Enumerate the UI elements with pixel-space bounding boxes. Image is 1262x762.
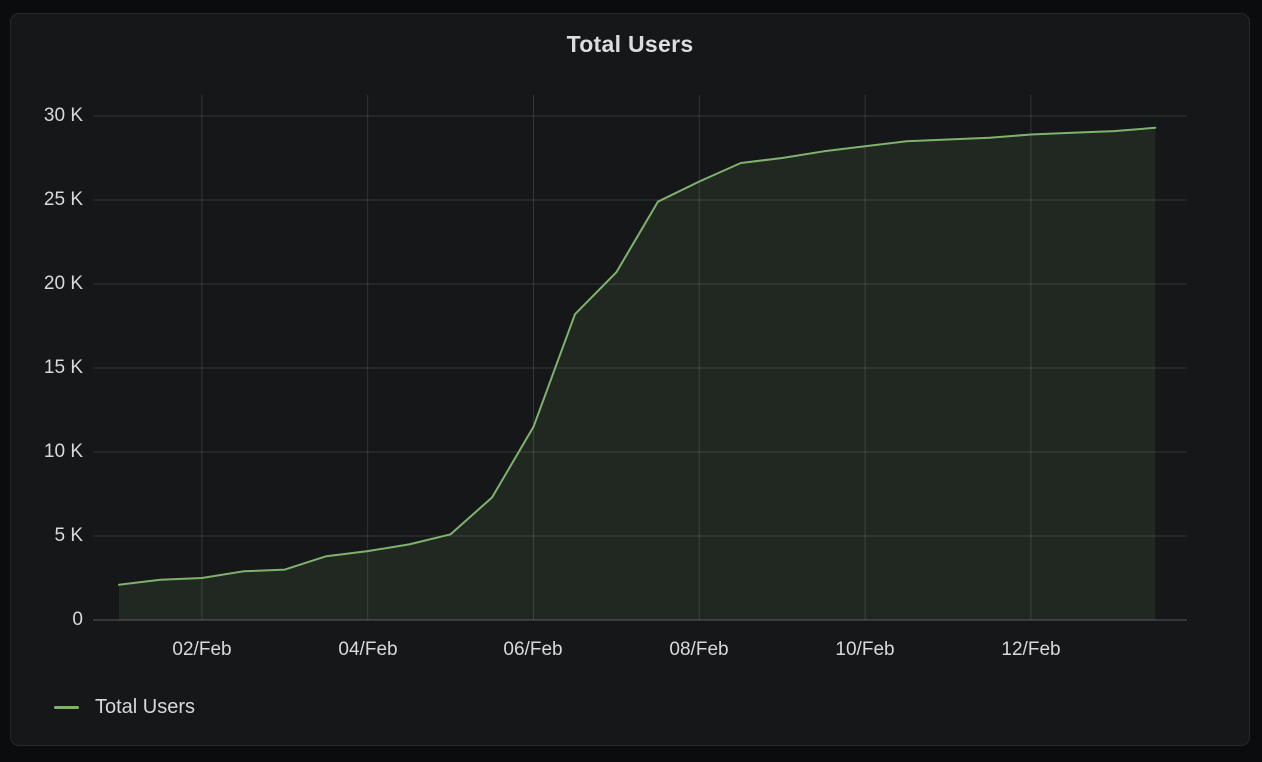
y-axis-label: 25 K (43, 189, 83, 210)
x-axis-label: 02/Feb (172, 639, 232, 660)
x-axis-label: 10/Feb (835, 639, 895, 660)
y-axis-label: 15 K (43, 357, 83, 378)
y-axis-label: 5 K (54, 525, 83, 546)
legend-label: Total Users (95, 696, 196, 718)
legend: Total Users (54, 694, 195, 721)
x-axis-label: 06/Feb (503, 639, 563, 660)
y-axis-label: 20 K (43, 273, 83, 294)
panel-title[interactable]: Total Users (566, 31, 694, 57)
x-axis-label: 04/Feb (338, 639, 398, 660)
x-axis-label: 12/Feb (1001, 639, 1061, 660)
y-axis-label: 10 K (43, 441, 83, 462)
y-axis-label: 30 K (43, 105, 83, 126)
legend-line-icon (54, 706, 79, 709)
y-axis-label: 0 (72, 609, 83, 630)
series-line (118, 126, 1157, 586)
panel (10, 13, 1250, 746)
x-axis-label: 08/Feb (669, 639, 729, 660)
series-area (119, 127, 1156, 621)
legend-item-total-users[interactable]: Total Users (54, 694, 195, 721)
